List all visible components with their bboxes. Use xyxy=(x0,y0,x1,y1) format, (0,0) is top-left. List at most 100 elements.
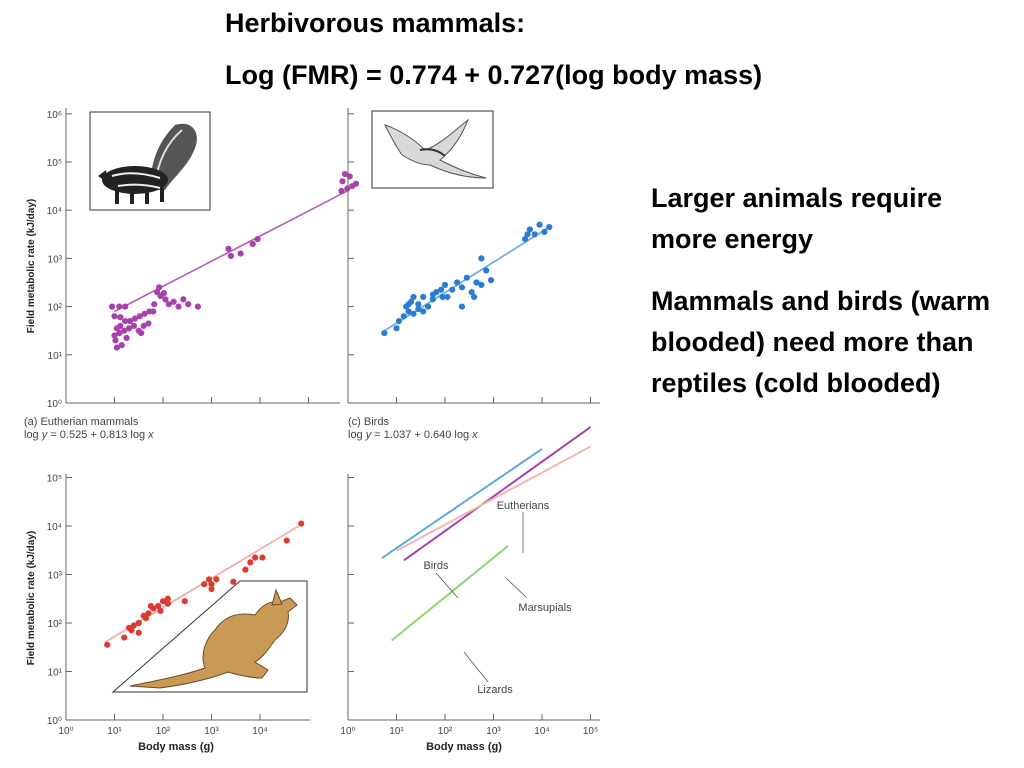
y-tick-label-a: 10¹ xyxy=(48,351,63,362)
data-point-c xyxy=(405,301,412,308)
data-point-a xyxy=(130,322,137,329)
slide-point-2: Mammals and birds (warm blooded) need mo… xyxy=(651,286,991,398)
x-tick-label-b: 10⁴ xyxy=(252,726,267,737)
data-point-a xyxy=(185,301,192,308)
fit-line-a xyxy=(114,190,348,313)
chart-panel-c xyxy=(347,108,600,404)
data-point-a xyxy=(151,301,158,308)
y-axis-label-top: Field metabolic rate (kJ/day) xyxy=(26,199,37,334)
equation-c-y: y xyxy=(365,429,373,441)
data-point-a xyxy=(111,313,118,320)
slide-heading: Herbivorous mammals: xyxy=(225,8,526,38)
y-tick-label-b: 10² xyxy=(48,619,63,630)
data-point-b xyxy=(283,537,290,544)
data-point-a xyxy=(237,250,244,257)
series-label-eutherians: Eutherians xyxy=(497,500,550,512)
data-point-a xyxy=(175,303,182,310)
data-point-b xyxy=(121,634,128,641)
y-tick-label-a: 10² xyxy=(48,303,63,314)
equation-c-rest: = 1.037 + 0.640 log xyxy=(371,429,472,441)
data-point-a xyxy=(162,296,169,303)
data-point-c xyxy=(526,226,533,233)
series-line-eutherians xyxy=(403,426,592,562)
equation-a-x: x xyxy=(147,429,154,441)
chart-panel-a: 10⁰ 10¹ 10² 10³ 10⁴ 10⁵ 10⁶ xyxy=(47,108,360,410)
data-point-b xyxy=(104,641,111,648)
equation-c-prefix: log xyxy=(348,429,366,441)
data-point-a xyxy=(136,313,143,320)
data-point-a xyxy=(116,330,123,337)
data-point-b xyxy=(181,598,188,605)
data-point-c xyxy=(483,267,490,274)
data-point-b xyxy=(130,622,137,629)
data-point-a xyxy=(194,303,202,310)
data-point-a xyxy=(140,322,147,329)
data-point-b xyxy=(201,581,208,588)
leader-line-marsupials xyxy=(505,577,528,599)
data-point-c xyxy=(420,308,427,315)
equation-a: log y = 0.525 + 0.813 log x xyxy=(24,429,154,441)
data-point-c xyxy=(487,276,495,284)
x-axis-label-b: Body mass (g) xyxy=(138,741,214,753)
x-tick-label-b: 10¹ xyxy=(107,726,122,737)
data-point-c xyxy=(429,291,436,298)
skunk-drawing xyxy=(89,111,211,211)
data-point-c xyxy=(536,221,543,228)
equation-c: log y = 1.037 + 0.640 log x xyxy=(348,429,478,441)
data-point-b xyxy=(247,559,254,566)
data-point-a xyxy=(116,303,123,310)
data-point-b xyxy=(157,607,164,614)
data-point-a xyxy=(227,252,234,260)
data-point-c xyxy=(546,223,553,231)
data-point-c xyxy=(400,313,407,320)
y-tick-label-b: 10⁴ xyxy=(47,522,62,533)
data-point-b xyxy=(205,576,213,583)
equation-a-rest: = 0.525 + 0.813 log xyxy=(47,429,148,441)
series-label-lizards: Lizards xyxy=(477,684,513,696)
data-point-c xyxy=(458,284,466,291)
x-tick-label-d: 10² xyxy=(438,726,453,737)
series-label-birds: Birds xyxy=(423,560,449,572)
data-point-a xyxy=(249,240,256,248)
x-tick-label-d: 10⁴ xyxy=(534,726,549,737)
data-point-b xyxy=(164,595,171,602)
x-tick-label-d: 10³ xyxy=(486,726,501,737)
data-point-b xyxy=(147,602,154,610)
data-point-b xyxy=(213,576,220,583)
data-point-b xyxy=(145,610,152,617)
data-point-a xyxy=(180,296,187,303)
data-point-c xyxy=(471,293,478,301)
data-point-c xyxy=(521,236,529,243)
data-point-a xyxy=(145,320,152,327)
data-point-c xyxy=(415,301,422,308)
data-point-a xyxy=(339,178,346,185)
y-tick-label-b: 10⁵ xyxy=(47,474,62,485)
data-point-a xyxy=(118,342,125,349)
data-point-c xyxy=(441,281,449,289)
data-point-c xyxy=(381,330,388,337)
data-point-a xyxy=(138,330,145,337)
data-point-a xyxy=(117,322,124,329)
data-point-c xyxy=(444,293,451,301)
data-point-c xyxy=(410,310,417,317)
slide-point-1: Larger animals require more energy xyxy=(651,183,943,254)
data-point-b xyxy=(242,566,249,573)
y-tick-label-a: 10⁵ xyxy=(47,158,62,169)
data-point-c xyxy=(449,286,456,293)
data-point-a xyxy=(122,303,129,310)
x-tick-label-b: 10² xyxy=(156,726,171,737)
x-tick-label-b: 10⁰ xyxy=(58,726,73,737)
data-point-a xyxy=(121,327,128,334)
x-tick-label-d: 10⁵ xyxy=(583,726,598,737)
y-tick-label-b: 10¹ xyxy=(48,668,63,679)
data-point-b xyxy=(259,554,266,561)
kangaroo-drawing xyxy=(111,580,308,693)
data-point-c xyxy=(541,228,548,235)
equation-a-prefix: log xyxy=(24,429,42,441)
y-tick-label-a: 10⁴ xyxy=(47,206,62,217)
data-point-a xyxy=(352,180,360,187)
leader-line-birds xyxy=(435,572,459,599)
data-point-a xyxy=(126,317,134,325)
data-point-b xyxy=(135,619,142,627)
